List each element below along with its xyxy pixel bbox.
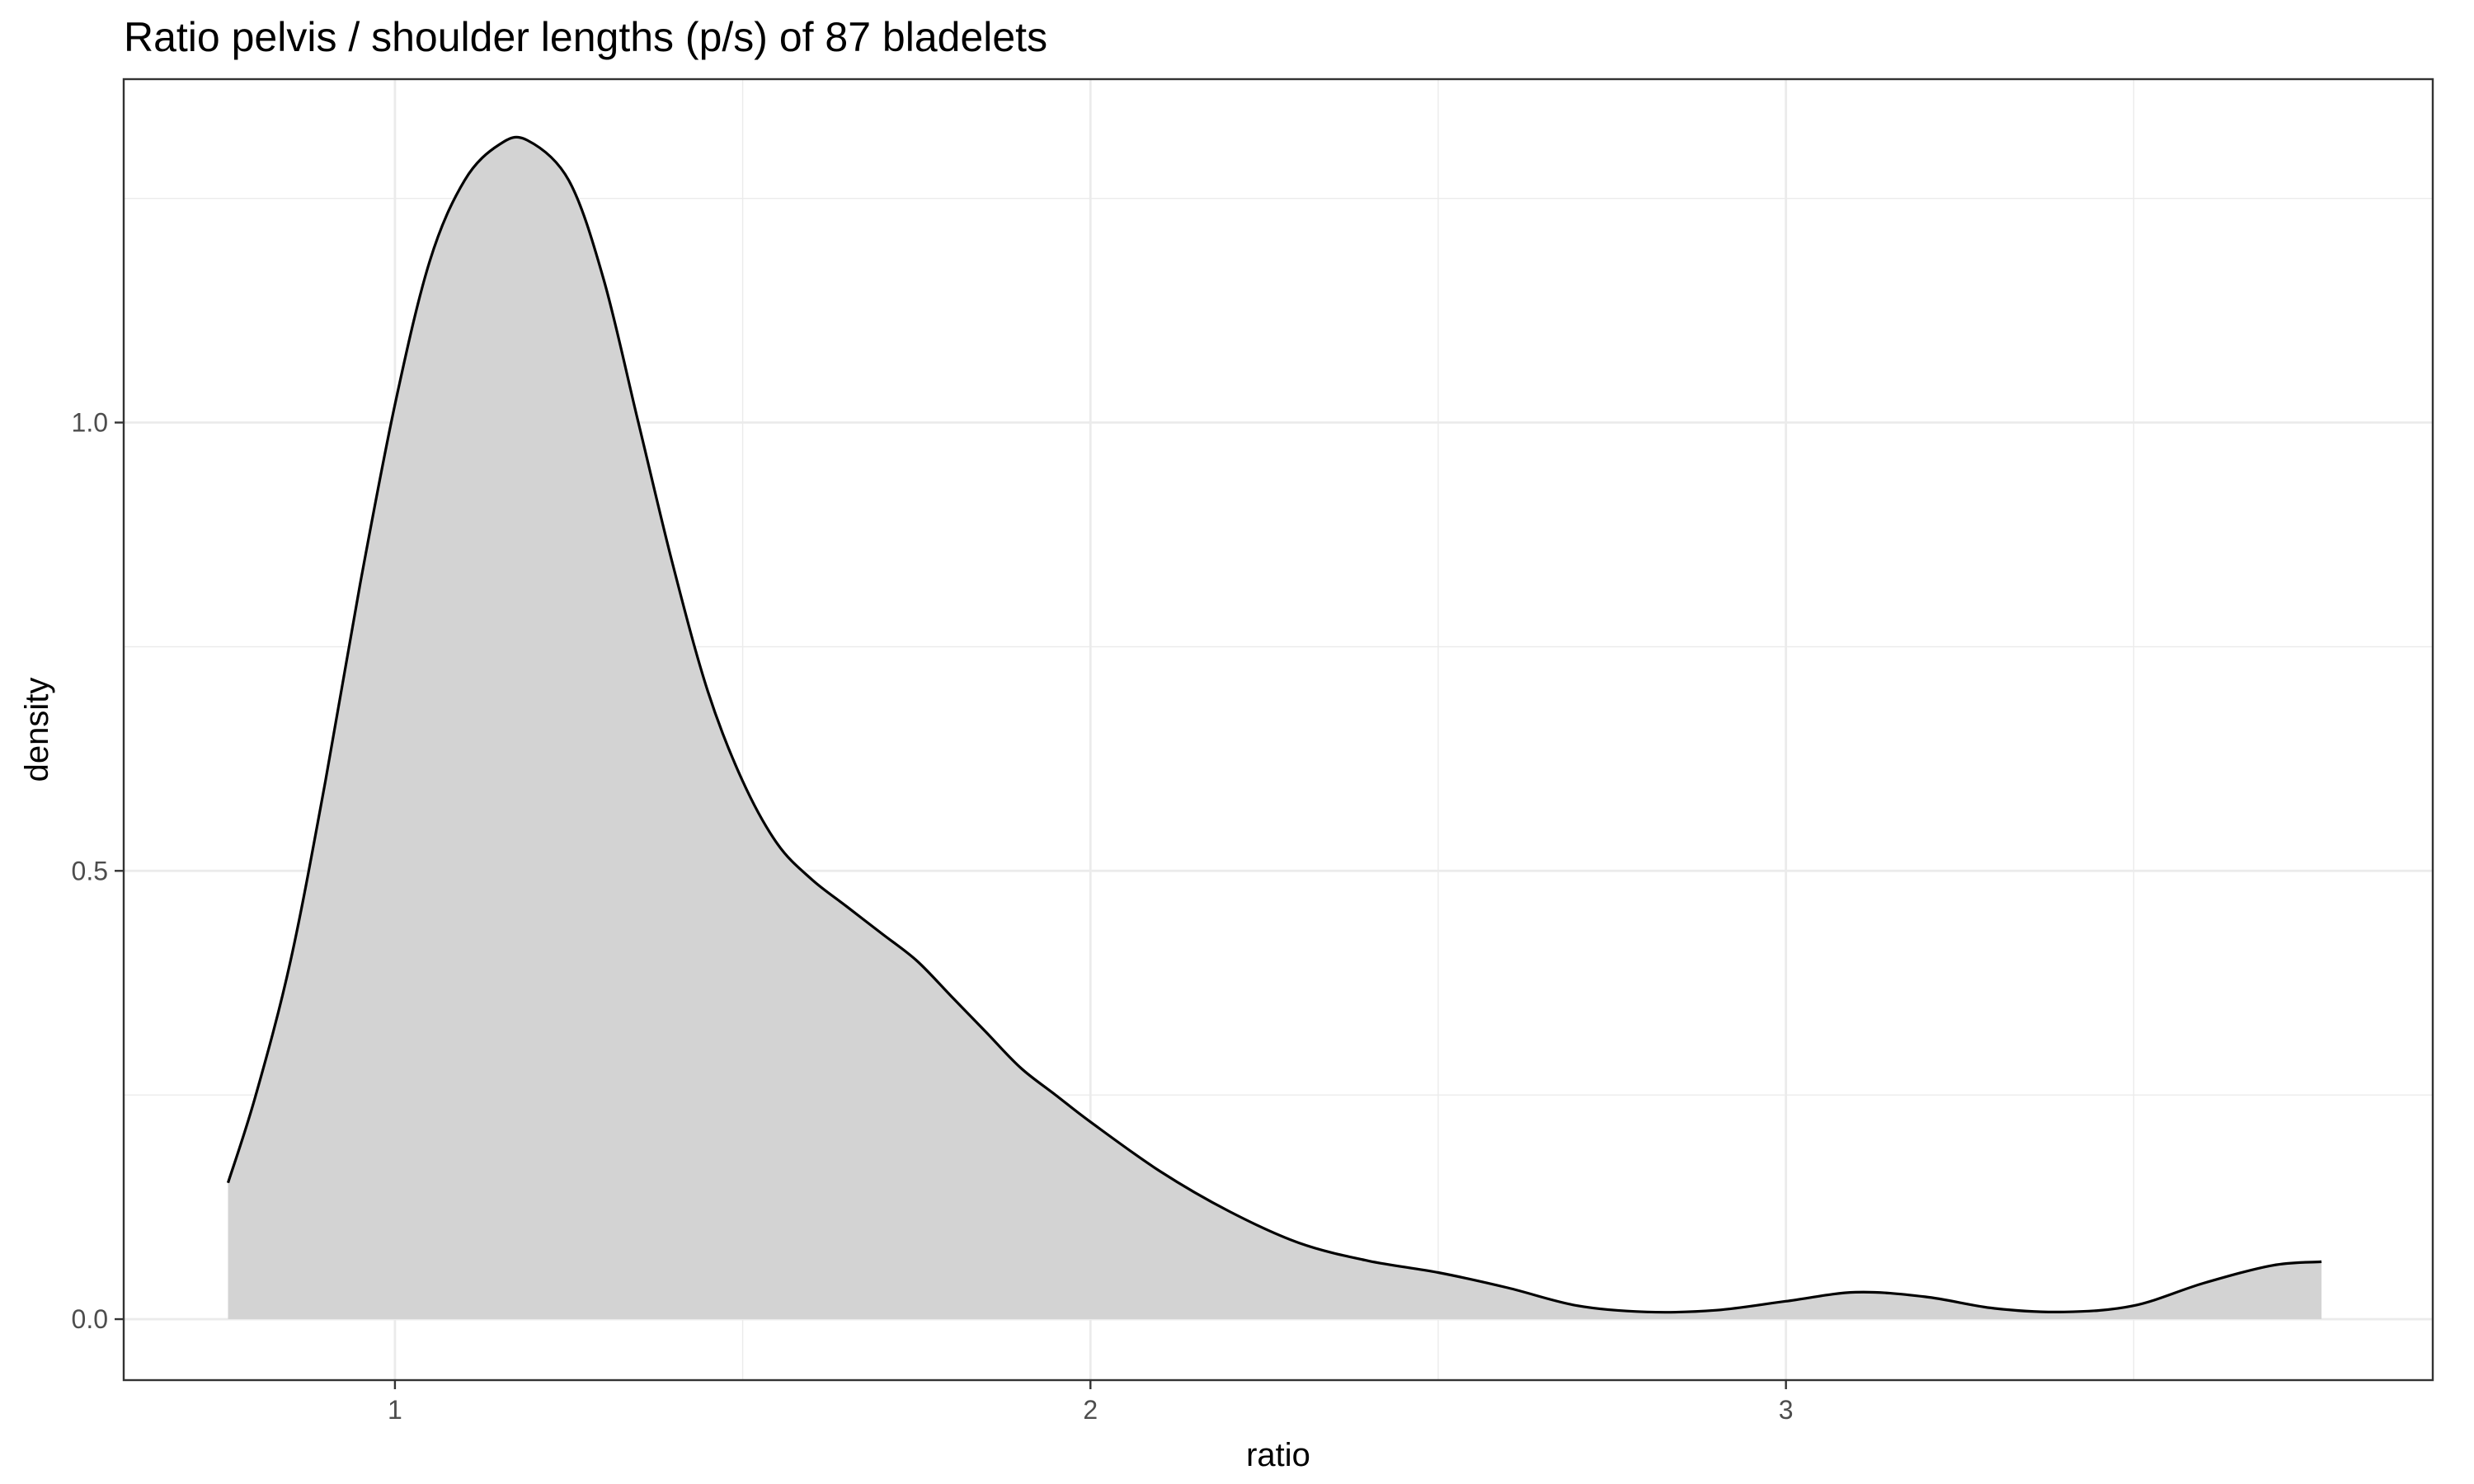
chart-title: Ratio pelvis / shoulder lengths (p/s) of… [124, 14, 1047, 60]
y-axis-label: density [19, 678, 55, 782]
density-fill [228, 137, 2322, 1320]
density-area-layer [226, 135, 2322, 1320]
x-tick-label-1: 2 [1083, 1395, 1098, 1425]
y-tick-label-2: 1.0 [72, 408, 108, 438]
plot-panel-border [122, 77, 2434, 1382]
x-tick-label-0: 1 [388, 1395, 402, 1425]
axis-ticks: 1 2 3 0.0 0.5 1.0 [72, 408, 1794, 1425]
x-axis-label: ratio [1246, 1437, 1310, 1473]
y-tick-label-0: 0.0 [72, 1304, 108, 1334]
y-tick-label-1: 0.5 [72, 856, 108, 885]
x-tick-label-2: 3 [1779, 1395, 1794, 1425]
density-curve [226, 135, 2322, 1314]
